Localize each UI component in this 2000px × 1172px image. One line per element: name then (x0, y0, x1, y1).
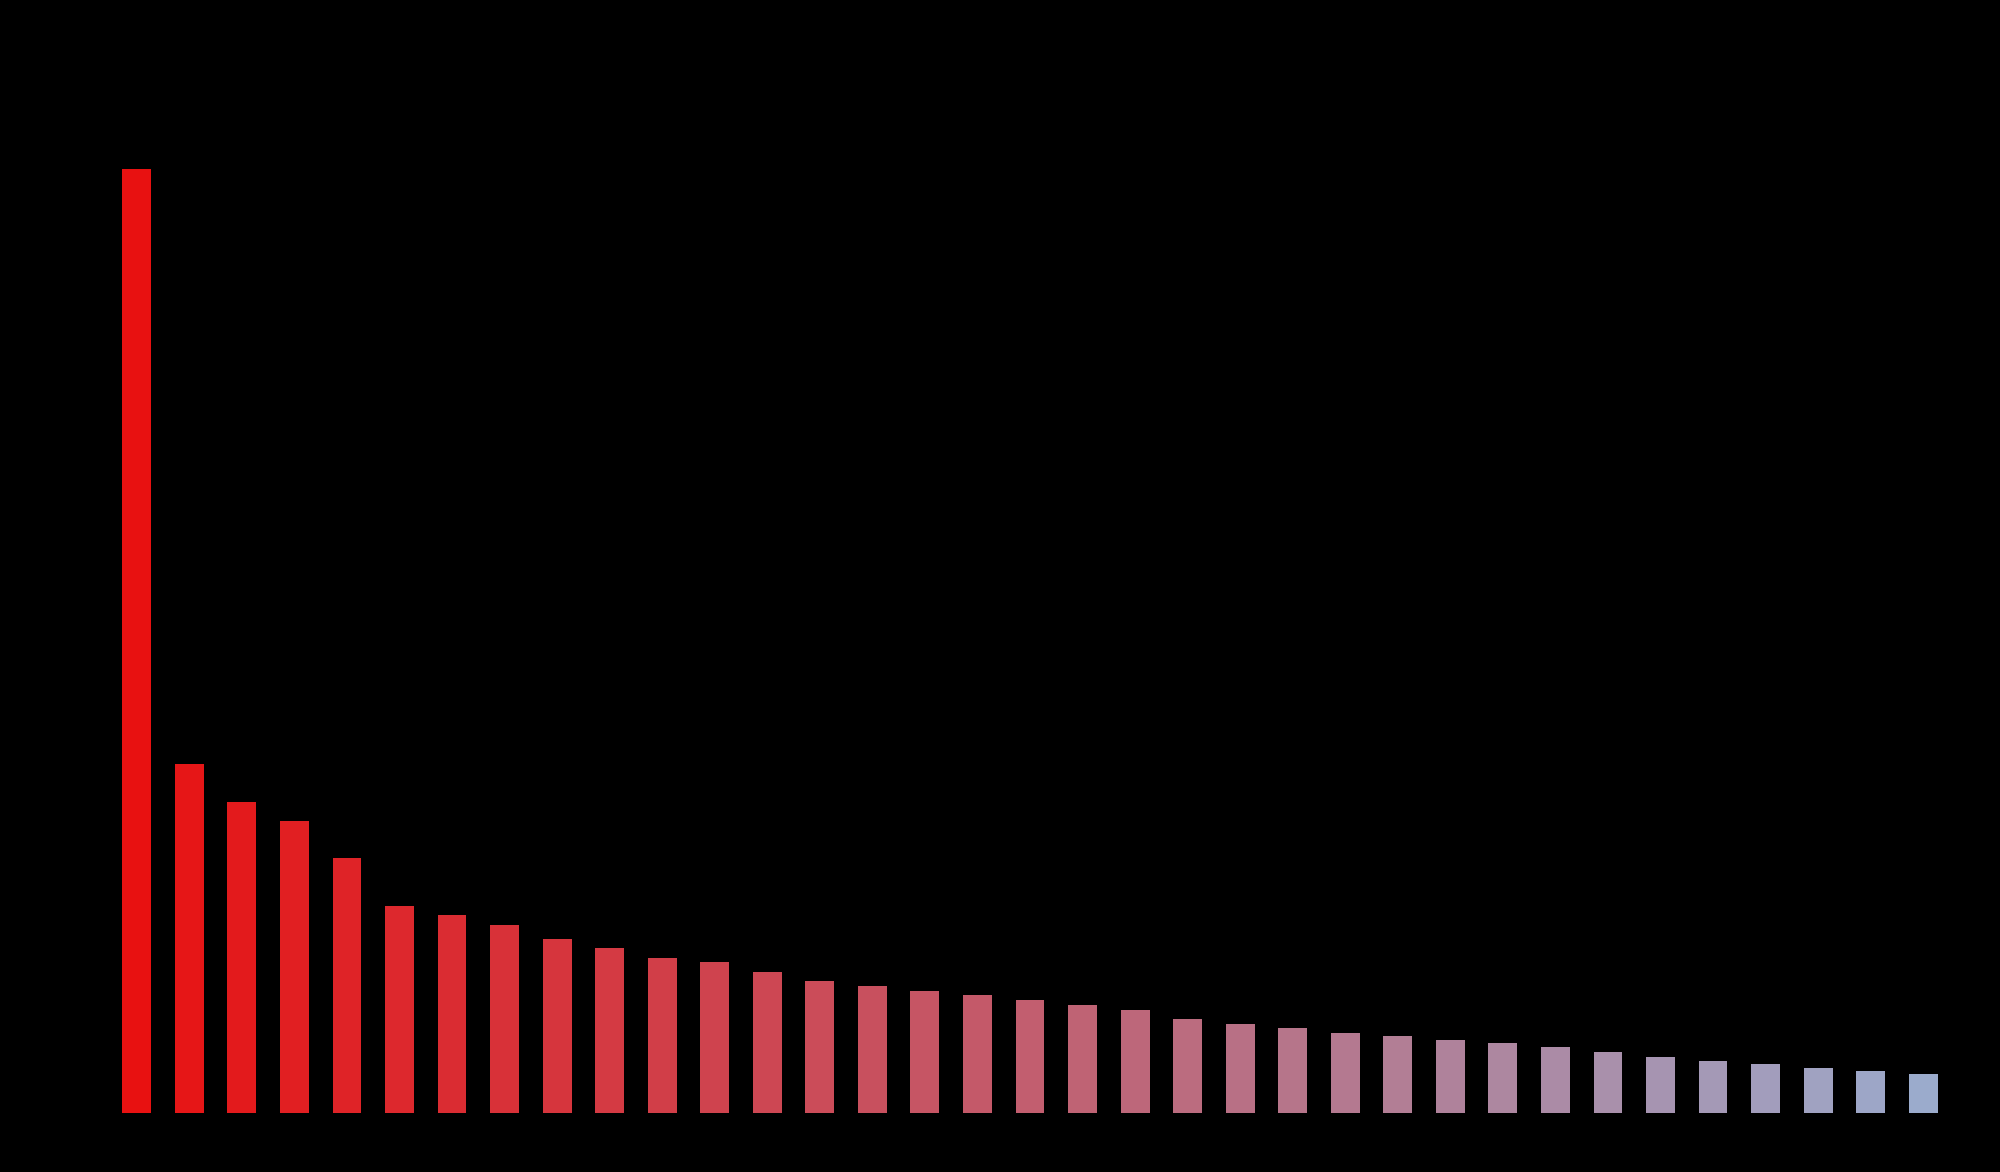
Bar (1856, 1071, 1886, 1113)
Bar (1594, 1052, 1622, 1113)
Bar (964, 995, 992, 1113)
Bar (542, 939, 572, 1113)
Bar (1330, 1034, 1360, 1113)
Bar (1068, 1004, 1096, 1113)
Bar (386, 906, 414, 1113)
Bar (1384, 1036, 1412, 1113)
Bar (752, 972, 782, 1113)
Bar (1436, 1040, 1464, 1113)
Bar (1278, 1029, 1308, 1113)
Bar (1540, 1048, 1570, 1113)
Bar (910, 990, 940, 1113)
Bar (1804, 1068, 1832, 1113)
Bar (596, 948, 624, 1113)
Bar (1016, 1000, 1044, 1113)
Bar (1174, 1018, 1202, 1113)
Bar (1908, 1074, 1938, 1113)
Bar (280, 820, 308, 1113)
Bar (122, 169, 152, 1113)
Bar (332, 858, 362, 1113)
Bar (648, 958, 676, 1113)
Bar (806, 981, 834, 1113)
Bar (858, 986, 886, 1113)
Bar (1646, 1057, 1674, 1113)
Bar (1226, 1023, 1254, 1113)
Bar (700, 962, 730, 1113)
Bar (1698, 1062, 1728, 1113)
Bar (174, 764, 204, 1113)
Bar (438, 915, 466, 1113)
Bar (1120, 1009, 1150, 1113)
Bar (228, 802, 256, 1113)
Bar (1488, 1043, 1518, 1113)
Bar (1752, 1064, 1780, 1113)
Bar (490, 925, 520, 1113)
